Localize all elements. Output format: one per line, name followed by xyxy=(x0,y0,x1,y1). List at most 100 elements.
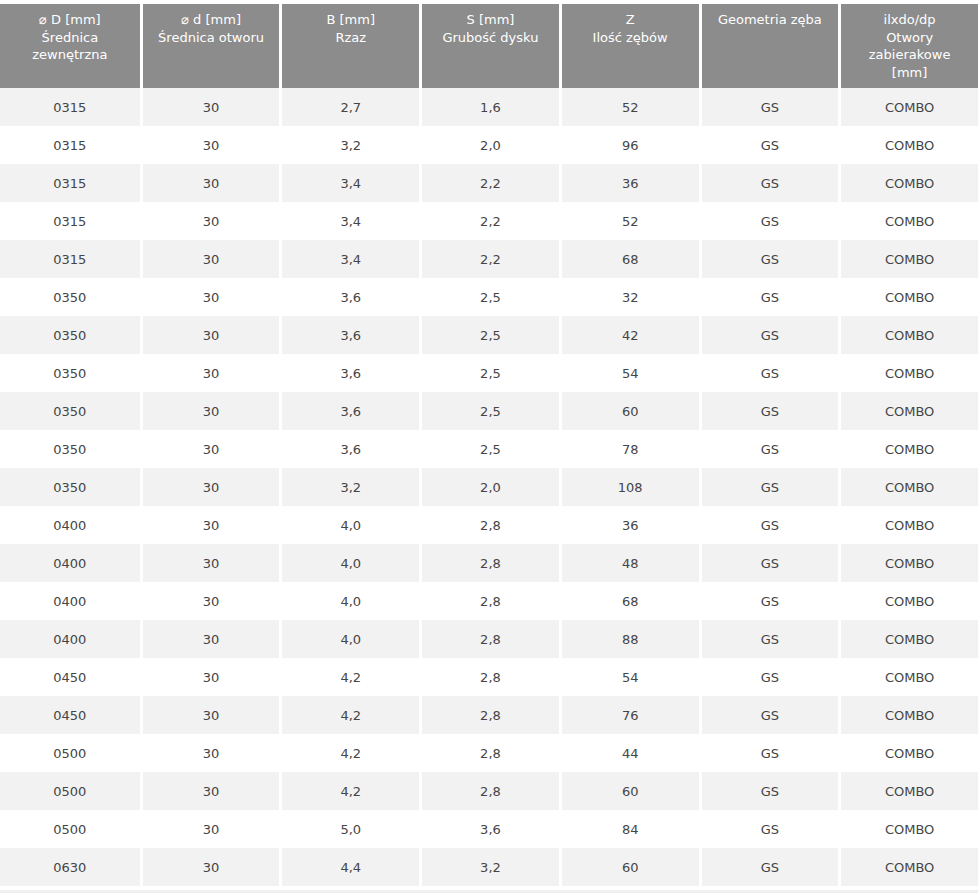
table-cell-tooth-geometry: GS xyxy=(699,620,839,658)
table-cell-pin-holes: COMBO xyxy=(838,582,978,620)
table-cell-disc-thickness: 2,8 xyxy=(419,772,559,810)
table-cell-bore-diameter: 30 xyxy=(140,88,280,126)
table-cell-kerf: 3,6 xyxy=(279,278,419,316)
table-cell-kerf: 4,0 xyxy=(279,582,419,620)
table-cell-disc-thickness: 2,8 xyxy=(419,734,559,772)
column-header-bore-diameter: ⌀ d [mm] Średnica otworu xyxy=(140,4,280,88)
table-cell-teeth-count: 52 xyxy=(559,88,699,126)
table-cell-outer-diameter: 0350 xyxy=(0,316,140,354)
table-cell-pin-holes: COMBO xyxy=(838,544,978,582)
table-row: 0400304,02,836GSCOMBO xyxy=(0,506,978,544)
table-cell-kerf: 5,0 xyxy=(279,810,419,848)
table-cell-pin-holes: COMBO xyxy=(838,430,978,468)
table-cell-tooth-geometry: GS xyxy=(699,468,839,506)
table-header: ⌀ D [mm] Średnica zewnętrzna⌀ d [mm] Śre… xyxy=(0,4,978,88)
table-cell-disc-thickness: 2,5 xyxy=(419,430,559,468)
table-row: 0400304,02,868GSCOMBO xyxy=(0,582,978,620)
table-cell-kerf: 3,6 xyxy=(279,392,419,430)
table-cell-teeth-count: 42 xyxy=(559,316,699,354)
table-cell-bore-diameter: 30 xyxy=(140,278,280,316)
table-row: 0350303,22,0108GSCOMBO xyxy=(0,468,978,506)
table-cell-bore-diameter: 30 xyxy=(140,658,280,696)
table-cell-bore-diameter: 30 xyxy=(140,126,280,164)
table-cell-disc-thickness: 2,2 xyxy=(419,240,559,278)
table-cell-bore-diameter: 30 xyxy=(140,392,280,430)
table-row: 0400304,02,888GSCOMBO xyxy=(0,620,978,658)
table-header-row: ⌀ D [mm] Średnica zewnętrzna⌀ d [mm] Śre… xyxy=(0,4,978,88)
table-cell-outer-diameter: 0315 xyxy=(0,240,140,278)
table-cell-bore-diameter: 30 xyxy=(140,240,280,278)
table-cell-teeth-count: 68 xyxy=(559,240,699,278)
table-cell-outer-diameter: 0315 xyxy=(0,88,140,126)
table-cell-tooth-geometry: GS xyxy=(699,430,839,468)
table-cell-tooth-geometry: GS xyxy=(699,88,839,126)
table-cell-tooth-geometry: GS xyxy=(699,316,839,354)
table-cell-tooth-geometry: GS xyxy=(699,658,839,696)
table-cell-outer-diameter: 0500 xyxy=(0,810,140,848)
table-cell-pin-holes: COMBO xyxy=(838,202,978,240)
table-cell-kerf: 4,0 xyxy=(279,620,419,658)
table-cell-teeth-count: 54 xyxy=(559,354,699,392)
table-cell-teeth-count: 54 xyxy=(559,658,699,696)
table-cell-disc-thickness: 2,0 xyxy=(419,468,559,506)
table-cell-bore-diameter: 30 xyxy=(140,202,280,240)
table-cell-outer-diameter: 0500 xyxy=(0,734,140,772)
table-cell-tooth-geometry: GS xyxy=(699,126,839,164)
table-cell-disc-thickness: 2,5 xyxy=(419,316,559,354)
table-cell-tooth-geometry: GS xyxy=(699,734,839,772)
table-cell-disc-thickness: 2,8 xyxy=(419,582,559,620)
table-cell-disc-thickness: 3,2 xyxy=(419,848,559,886)
table-cell-bore-diameter: 30 xyxy=(140,582,280,620)
table-cell-outer-diameter: 0400 xyxy=(0,506,140,544)
table-row: 0315303,42,268GSCOMBO xyxy=(0,240,978,278)
table-cell-outer-diameter: 0350 xyxy=(0,392,140,430)
table-body: 0315302,71,652GSCOMBO0315303,22,096GSCOM… xyxy=(0,88,978,886)
table-cell-pin-holes: COMBO xyxy=(838,88,978,126)
table-cell-pin-holes: COMBO xyxy=(838,240,978,278)
table-cell-kerf: 3,2 xyxy=(279,126,419,164)
table-cell-pin-holes: COMBO xyxy=(838,506,978,544)
table-cell-teeth-count: 76 xyxy=(559,696,699,734)
table-cell-bore-diameter: 30 xyxy=(140,468,280,506)
table-cell-outer-diameter: 0450 xyxy=(0,696,140,734)
table-cell-kerf: 4,2 xyxy=(279,658,419,696)
table-cell-kerf: 4,0 xyxy=(279,544,419,582)
table-cell-disc-thickness: 2,8 xyxy=(419,620,559,658)
table-cell-kerf: 4,4 xyxy=(279,848,419,886)
table-cell-teeth-count: 48 xyxy=(559,544,699,582)
table-cell-bore-diameter: 30 xyxy=(140,354,280,392)
table-cell-tooth-geometry: GS xyxy=(699,354,839,392)
table-cell-teeth-count: 52 xyxy=(559,202,699,240)
table-cell-teeth-count: 88 xyxy=(559,620,699,658)
table-cell-outer-diameter: 0450 xyxy=(0,658,140,696)
table-cell-outer-diameter: 0350 xyxy=(0,468,140,506)
table-cell-bore-diameter: 30 xyxy=(140,810,280,848)
table-row: 0500305,03,684GSCOMBO xyxy=(0,810,978,848)
column-header-disc-thickness: S [mm] Grubość dysku xyxy=(419,4,559,88)
table-row: 0315302,71,652GSCOMBO xyxy=(0,88,978,126)
table-cell-tooth-geometry: GS xyxy=(699,164,839,202)
table-cell-kerf: 3,4 xyxy=(279,202,419,240)
table-cell-disc-thickness: 1,6 xyxy=(419,88,559,126)
table-row: 0450304,22,876GSCOMBO xyxy=(0,696,978,734)
table-cell-teeth-count: 44 xyxy=(559,734,699,772)
table-cell-pin-holes: COMBO xyxy=(838,354,978,392)
table-cell-kerf: 4,0 xyxy=(279,506,419,544)
table-cell-kerf: 4,2 xyxy=(279,734,419,772)
column-header-kerf: B [mm] Rzaz xyxy=(279,4,419,88)
table-cell-kerf: 2,7 xyxy=(279,88,419,126)
column-header-tooth-geometry: Geometria zęba xyxy=(699,4,839,88)
table-cell-bore-diameter: 30 xyxy=(140,848,280,886)
table-row: 0350303,62,554GSCOMBO xyxy=(0,354,978,392)
table-cell-disc-thickness: 2,0 xyxy=(419,126,559,164)
table-cell-tooth-geometry: GS xyxy=(699,772,839,810)
table-cell-pin-holes: COMBO xyxy=(838,734,978,772)
table-cell-tooth-geometry: GS xyxy=(699,848,839,886)
table-cell-pin-holes: COMBO xyxy=(838,468,978,506)
table-cell-kerf: 3,4 xyxy=(279,164,419,202)
table-cell-tooth-geometry: GS xyxy=(699,582,839,620)
table-cell-teeth-count: 32 xyxy=(559,278,699,316)
table-row: 0350303,62,560GSCOMBO xyxy=(0,392,978,430)
table-cell-outer-diameter: 0350 xyxy=(0,354,140,392)
table-cell-bore-diameter: 30 xyxy=(140,544,280,582)
